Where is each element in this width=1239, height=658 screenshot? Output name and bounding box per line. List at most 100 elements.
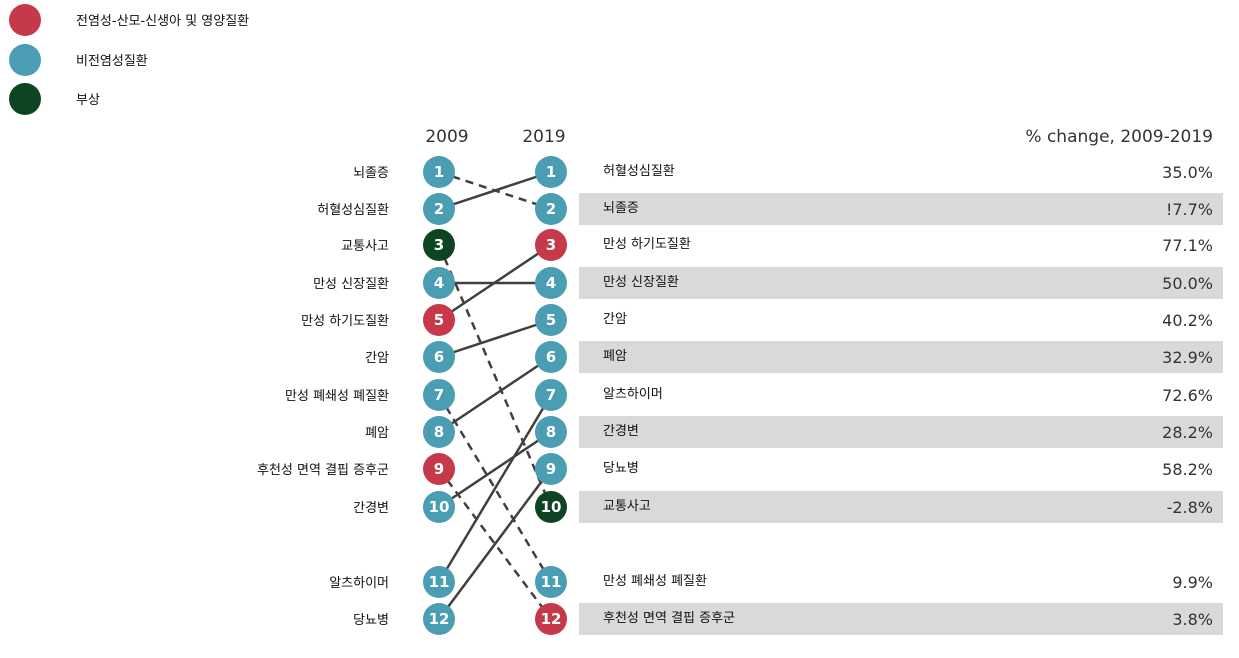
row-stripes xyxy=(579,193,1223,635)
rank-marker-2009 xyxy=(423,193,455,225)
rank-number-2009: 10 xyxy=(429,498,450,516)
rank-number-2019: 2 xyxy=(546,200,556,218)
row-stripe xyxy=(579,491,1223,523)
rank-connector xyxy=(438,318,552,359)
rank-marker-2009 xyxy=(423,267,455,299)
ranks-2009: 뇌졸증 1 허혈성심질환 2 교통사고 3 만성 신장질환 4 만성 하기도질환 5 간암 6 만성 폐… xyxy=(257,156,455,635)
label-2009: 만성 하기도질환 xyxy=(301,314,389,329)
percent-change: 3.8% xyxy=(1172,610,1213,629)
percent-change: 28.2% xyxy=(1162,423,1213,442)
rank-number-2019: 6 xyxy=(546,348,556,366)
rank-marker-2009 xyxy=(423,603,455,635)
label-2009: 후천성 면역 결핍 증후군 xyxy=(257,463,389,478)
rank-marker-2019 xyxy=(535,229,567,261)
rank-marker-2019 xyxy=(535,453,567,485)
rank-number-2019: 10 xyxy=(541,498,562,516)
percent-change: 35.0% xyxy=(1162,163,1213,182)
rank-connector xyxy=(438,243,552,322)
percent-change: 32.9% xyxy=(1162,348,1213,367)
label-2009: 허혈성심질환 xyxy=(317,203,389,218)
label-2009: 만성 폐쇄성 폐질환 xyxy=(285,389,389,404)
rank-number-2019: 1 xyxy=(546,163,556,181)
label-2019: 간경변 xyxy=(603,424,639,439)
label-2009: 간암 xyxy=(365,351,389,366)
rank-number-2019: 12 xyxy=(541,610,562,628)
rank-number-2009: 12 xyxy=(429,610,450,628)
label-2019: 만성 하기도질환 xyxy=(603,237,691,252)
row-stripe xyxy=(579,341,1223,373)
rank-connector xyxy=(438,430,552,509)
label-2009: 교통사고 xyxy=(341,239,389,254)
rank-marker-2019 xyxy=(535,603,567,635)
rank-marker-2019 xyxy=(535,267,567,299)
change-header: % change, 2009-2019 xyxy=(1025,127,1213,147)
percent-change: 50.0% xyxy=(1162,274,1213,293)
column-header-2009: 2009 xyxy=(425,127,468,147)
row-stripe xyxy=(579,603,1223,635)
rank-number-2009: 5 xyxy=(434,311,444,329)
row-stripe xyxy=(579,416,1223,448)
label-2019: 뇌졸증 xyxy=(603,201,639,216)
legend-label: 비전염성질환 xyxy=(76,54,148,69)
row-stripe xyxy=(579,193,1223,225)
rank-number-2009: 9 xyxy=(434,460,444,478)
rank-number-2009: 2 xyxy=(434,200,444,218)
rank-number-2009: 11 xyxy=(429,573,450,591)
percent-change: !7.7% xyxy=(1166,200,1213,219)
rank-number-2019: 11 xyxy=(541,573,562,591)
rank-number-2009: 6 xyxy=(434,348,444,366)
rank-connectors xyxy=(437,170,553,620)
percent-change: 72.6% xyxy=(1162,386,1213,405)
rank-number-2019: 8 xyxy=(546,423,556,441)
label-2019: 만성 폐쇄성 폐질환 xyxy=(603,574,707,589)
rank-marker-2009 xyxy=(423,229,455,261)
rank-number-2019: 9 xyxy=(546,460,556,478)
label-2009: 당뇨병 xyxy=(353,613,389,628)
label-2019: 당뇨병 xyxy=(603,461,639,476)
rank-number-2009: 1 xyxy=(434,163,444,181)
rank-number-2009: 8 xyxy=(434,423,444,441)
rank-marker-2019 xyxy=(535,156,567,188)
label-2009: 폐암 xyxy=(365,426,389,441)
column-header-2019: 2019 xyxy=(522,127,565,147)
legend-label: 부상 xyxy=(76,93,100,108)
label-2019: 교통사고 xyxy=(603,499,651,514)
rank-number-2019: 7 xyxy=(546,386,556,404)
legend-label: 전염성-산모-신생아 및 영양질환 xyxy=(76,14,249,29)
label-2019: 만성 신장질환 xyxy=(603,275,679,290)
rank-marker-2009 xyxy=(423,416,455,448)
label-2019: 알츠하이머 xyxy=(603,387,663,402)
rank-number-2009: 4 xyxy=(434,274,444,292)
rank-marker-2019 xyxy=(535,566,567,598)
label-2019: 허혈성심질환 xyxy=(603,164,675,179)
rank-number-2019: 4 xyxy=(546,274,556,292)
rank-number-2009: 7 xyxy=(434,386,444,404)
label-2009: 뇌졸증 xyxy=(353,166,389,181)
rank-marker-2009 xyxy=(423,491,455,523)
rank-marker-2019 xyxy=(535,304,567,336)
label-2019: 폐암 xyxy=(603,349,627,364)
rank-marker-2019 xyxy=(535,379,567,411)
rank-connector xyxy=(437,244,553,508)
legend-swatch xyxy=(9,4,41,36)
percent-change: 58.2% xyxy=(1162,460,1213,479)
rank-marker-2009 xyxy=(423,453,455,485)
rank-marker-2019 xyxy=(535,491,567,523)
label-2009: 간경변 xyxy=(353,501,389,516)
rank-number-2019: 5 xyxy=(546,311,556,329)
rank-number-2019: 3 xyxy=(546,236,556,254)
rank-connector xyxy=(437,468,553,620)
legend-swatch xyxy=(9,44,41,76)
rank-marker-2009 xyxy=(423,304,455,336)
label-2009: 알츠하이머 xyxy=(329,576,389,591)
rank-connector xyxy=(437,394,553,583)
percent-change: 40.2% xyxy=(1162,311,1213,330)
percent-change: -2.8% xyxy=(1167,498,1213,517)
rank-marker-2019 xyxy=(535,341,567,373)
label-2009: 만성 신장질환 xyxy=(313,277,389,292)
rank-marker-2009 xyxy=(423,341,455,373)
percent-change: 9.9% xyxy=(1172,573,1213,592)
label-2019: 간암 xyxy=(603,312,627,327)
